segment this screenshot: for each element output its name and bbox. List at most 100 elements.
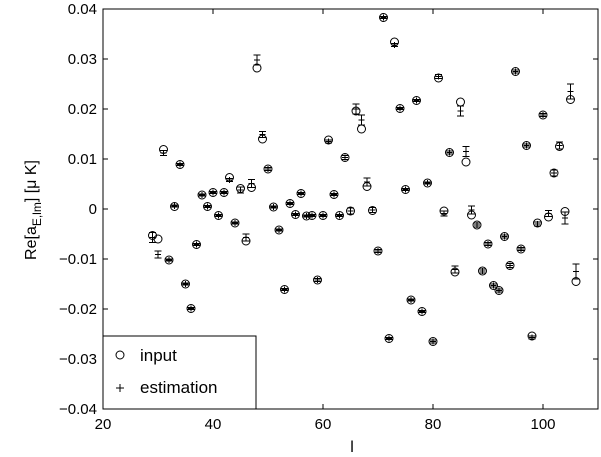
input-point [280,285,289,294]
estimation-point [226,177,233,183]
estimation-point [512,68,519,75]
input-point [549,168,559,178]
estimation-point [539,112,547,118]
input-point [489,281,498,290]
estimation-point [523,142,530,149]
y-axis-label-sub: E,lm [30,202,44,226]
estimation-point [561,211,569,225]
input-point [395,104,405,113]
estimation-point [187,305,195,312]
estimation-point [270,204,277,210]
estimation-point [275,227,283,233]
input-point [516,244,526,254]
estimation-point [468,205,475,215]
input-point [269,202,278,212]
estimation-point [231,220,239,226]
input-point [263,164,273,174]
estimation-point [176,161,184,168]
estimation-point [369,207,376,213]
estimation-point [495,287,503,294]
x-tick-label: 80 [425,416,442,433]
estimation-point [209,189,217,196]
estimation-point [237,186,244,194]
input-point [208,188,218,197]
estimation-point [171,203,178,209]
input-point [478,266,487,276]
input-point [170,202,179,211]
x-axis-label: l [350,439,354,456]
input-point [505,261,515,270]
input-point [214,211,223,220]
input-point [153,234,163,244]
estimation-point [567,83,574,100]
estimation-point [462,146,470,157]
input-point [401,185,410,194]
y-axis-label: Re[aE,lm] [μ K] [23,160,44,260]
y-tick-label: 0 [89,201,97,218]
y-axis-label-tail: ] [μ K] [23,160,40,202]
estimation-point [418,308,426,315]
legend-estimation-marker [116,384,124,392]
input-point [274,225,284,235]
y-tick-label: 0.01 [68,151,97,168]
estimation-point [358,114,365,126]
estimation-point [319,212,327,219]
estimation-point [484,241,492,247]
input-point [412,96,421,105]
input-point [230,218,240,228]
estimation-point [407,297,415,303]
estimation-point [517,246,525,252]
input-point [313,275,322,285]
input-point [472,220,482,230]
estimation-point [314,277,321,283]
input-point [175,160,185,169]
input-point [417,307,427,316]
estimation-point [424,180,431,186]
estimation-point [413,97,420,104]
estimation-point [248,179,255,188]
y-tick-label: −0.03 [59,351,97,368]
estimation-point [479,268,486,274]
estimation-point [253,54,261,66]
x-tick-label: 60 [315,416,332,433]
estimation-point [308,212,316,219]
legend-input-label: input [140,346,177,365]
y-tick-label: 0.02 [68,101,97,118]
input-point [164,255,174,265]
estimation-point [325,138,332,145]
estimation-point [347,207,354,215]
axes: 20 40 60 80 100 −0.04 −0.03 −0.02 −0.01 0 0.01 0.02… [59,1,599,433]
input-point [197,190,207,200]
estimation-point [528,334,536,341]
input-point [522,141,531,150]
input-point [296,189,306,198]
input-point [483,239,493,249]
input-point [494,286,504,295]
estimation-point [297,190,305,197]
estimation-point [451,265,459,274]
x-tick-label: 40 [205,416,222,433]
estimation-point [193,241,200,248]
data-marks [148,13,581,346]
estimation-point [352,103,360,115]
estimation-point [182,281,189,287]
estimation-point [534,221,541,227]
input-point [368,206,377,215]
input-point [192,240,201,249]
legend: input estimation [102,335,257,410]
input-point [291,210,300,219]
estimation-point [220,189,228,196]
y-tick-label: −0.01 [59,251,97,268]
estimation-point [501,233,508,240]
estimation-point [204,203,211,210]
input-point [500,232,509,241]
estimation-point [160,150,167,156]
estimation-point [374,248,382,254]
estimation-point [286,200,294,207]
input-point [406,295,416,305]
estimation-point [336,212,343,219]
estimation-point [259,131,266,138]
estimation-point [165,257,173,263]
estimation-point [440,210,448,217]
